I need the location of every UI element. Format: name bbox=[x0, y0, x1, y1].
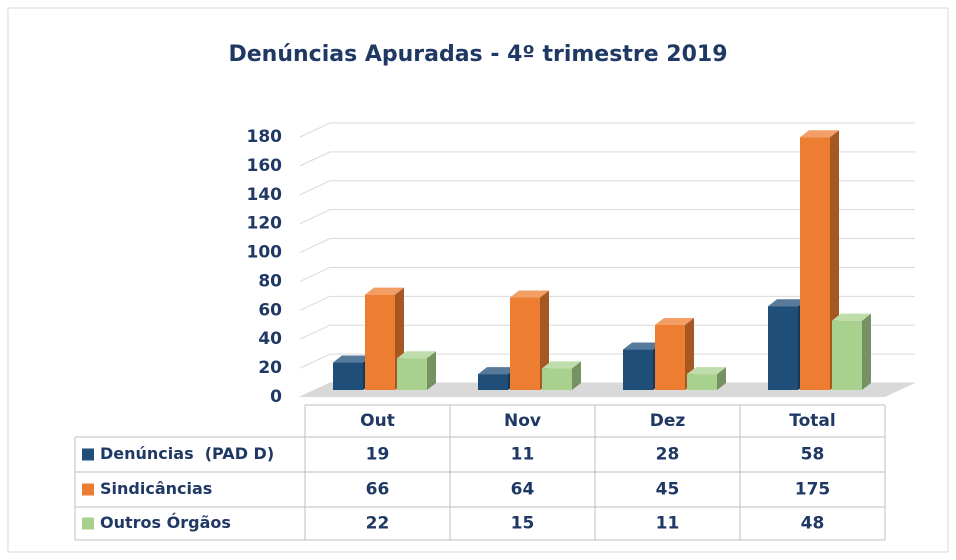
table-value: 28 bbox=[656, 445, 680, 465]
floor bbox=[300, 383, 915, 397]
table-value: 11 bbox=[511, 445, 535, 465]
bar-side bbox=[862, 313, 871, 390]
bar-top bbox=[397, 351, 436, 359]
bar-top bbox=[365, 287, 404, 295]
bar-front bbox=[542, 368, 572, 390]
bar bbox=[687, 367, 726, 390]
bar-front bbox=[365, 294, 395, 390]
table-value: 19 bbox=[366, 445, 390, 465]
bar bbox=[365, 287, 404, 390]
bar-top bbox=[800, 130, 839, 138]
bar-top bbox=[768, 299, 807, 307]
bar-side bbox=[427, 351, 436, 390]
legend-swatch bbox=[82, 517, 94, 530]
grid-line bbox=[299, 180, 915, 196]
bar-front bbox=[397, 358, 427, 390]
legend-swatch bbox=[82, 448, 94, 461]
bar-top bbox=[623, 342, 662, 350]
bar-top bbox=[478, 367, 517, 375]
bar-top bbox=[655, 318, 694, 325]
table-value: 48 bbox=[801, 514, 825, 534]
bar-front bbox=[333, 362, 363, 390]
table-value: 22 bbox=[366, 514, 390, 534]
bar-front bbox=[832, 320, 862, 390]
grid-line bbox=[299, 353, 915, 369]
bar bbox=[832, 313, 871, 390]
table-value: 45 bbox=[656, 480, 680, 500]
y-tick-label: 180 bbox=[247, 127, 283, 147]
data-table bbox=[74, 404, 886, 541]
x-tick-label: Out bbox=[360, 411, 395, 431]
y-tick-label: 60 bbox=[258, 300, 282, 320]
grid-line bbox=[299, 209, 915, 225]
bar-front bbox=[687, 374, 717, 390]
bar-front bbox=[655, 325, 685, 390]
y-tick-label: 20 bbox=[258, 358, 282, 378]
bar-side bbox=[572, 361, 581, 390]
table-value: 15 bbox=[511, 514, 535, 534]
bar bbox=[397, 351, 436, 390]
bar-top bbox=[510, 290, 549, 298]
y-tick-label: 40 bbox=[258, 329, 282, 349]
table-value: 66 bbox=[366, 480, 390, 500]
legend-label: Sindicâncias bbox=[100, 479, 212, 498]
x-tick-label: Nov bbox=[504, 411, 541, 431]
x-tick-label: Total bbox=[789, 411, 835, 431]
grid-line bbox=[299, 151, 915, 167]
chart-border bbox=[7, 7, 949, 553]
legend-label: Denúncias (PAD D) bbox=[100, 444, 274, 463]
bar-front bbox=[623, 349, 653, 390]
y-tick-label: 100 bbox=[247, 243, 283, 263]
table-value: 11 bbox=[656, 514, 680, 534]
table-value: 64 bbox=[511, 480, 535, 500]
table-value: 175 bbox=[795, 480, 831, 500]
x-tick-label: Dez bbox=[650, 411, 686, 431]
bar-front bbox=[478, 374, 508, 390]
y-tick-label: 80 bbox=[258, 271, 282, 291]
bar bbox=[510, 290, 549, 390]
legend-swatch bbox=[82, 483, 94, 496]
grid-line bbox=[299, 238, 915, 254]
legend-label: Outros Órgãos bbox=[100, 513, 231, 532]
grid-line bbox=[299, 295, 915, 311]
bar bbox=[655, 318, 694, 390]
bar-side bbox=[717, 367, 726, 390]
bar-top bbox=[542, 361, 581, 369]
y-tick-label: 0 bbox=[270, 387, 282, 407]
grid-line bbox=[299, 122, 915, 138]
table-value: 58 bbox=[801, 445, 825, 465]
bar-front bbox=[768, 306, 798, 390]
bar bbox=[542, 361, 581, 390]
bar-top bbox=[832, 313, 871, 321]
grid-line bbox=[299, 324, 915, 340]
bar-top bbox=[687, 367, 726, 375]
bar-front bbox=[800, 137, 830, 390]
y-tick-label: 120 bbox=[247, 214, 283, 234]
bar-top bbox=[333, 355, 372, 363]
grid-line bbox=[299, 266, 915, 282]
y-tick-label: 140 bbox=[247, 185, 283, 205]
y-tick-label: 160 bbox=[247, 156, 283, 176]
chart-title: Denúncias Apuradas - 4º trimestre 2019 bbox=[228, 42, 727, 67]
bar-front bbox=[510, 297, 540, 390]
